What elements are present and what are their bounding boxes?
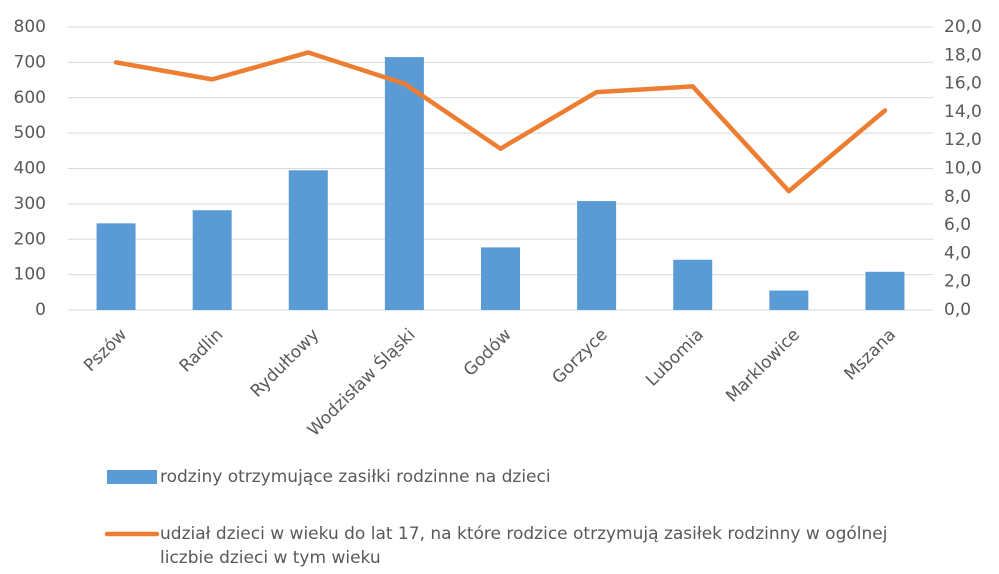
x-tick-label: Lubomia <box>642 325 708 391</box>
x-tick-label: Rydułtowy <box>247 325 324 402</box>
y-tick-label: 100 <box>14 265 46 285</box>
x-tick-label: Mszana <box>841 325 900 384</box>
x-tick-label: Radlin <box>176 325 228 377</box>
y-tick-label: 700 <box>14 52 46 72</box>
y2-tick-label: 16,0 <box>944 74 982 94</box>
x-tick-label: Marklowice <box>722 325 804 407</box>
x-tick-label: Gorzyce <box>548 325 611 388</box>
y-tick-label: 200 <box>14 229 46 249</box>
y2-tick-label: 10,0 <box>944 159 982 179</box>
bar <box>96 223 136 310</box>
bar <box>384 57 424 310</box>
y-tick-label: 500 <box>14 123 46 143</box>
y-tick-label: 600 <box>14 88 46 108</box>
line <box>113 50 888 194</box>
bar <box>769 290 809 310</box>
y2-tick-label: 18,0 <box>944 45 982 65</box>
bar <box>865 271 905 310</box>
legend-label: rodziny otrzymujące zasiłki rodzinne na … <box>160 467 551 487</box>
y2-tick-label: 8,0 <box>944 187 971 207</box>
y2-tick-label: 0,0 <box>944 300 971 320</box>
bar <box>673 259 713 310</box>
bar <box>192 210 232 310</box>
bar <box>577 201 617 310</box>
y2-tick-label: 2,0 <box>944 272 971 292</box>
y2-tick-label: 12,0 <box>944 130 982 150</box>
y-tick-label: 0 <box>35 300 46 320</box>
y-tick-label: 800 <box>14 17 46 37</box>
bar <box>481 247 520 310</box>
x-tick-label: Godów <box>460 325 516 381</box>
x-tick-label: Pszów <box>80 325 131 376</box>
y-tick-label: 400 <box>14 159 46 179</box>
y2-tick-label: 4,0 <box>944 243 971 263</box>
y2-tick-label: 6,0 <box>944 215 971 235</box>
y-tick-label: 300 <box>14 194 46 214</box>
y2-tick-label: 14,0 <box>944 102 982 122</box>
bar <box>288 170 328 310</box>
legend-label: udział dzieci w wieku do lat 17, na któr… <box>160 524 888 568</box>
legend-swatch <box>107 470 157 484</box>
y2-tick-label: 20,0 <box>944 17 982 37</box>
